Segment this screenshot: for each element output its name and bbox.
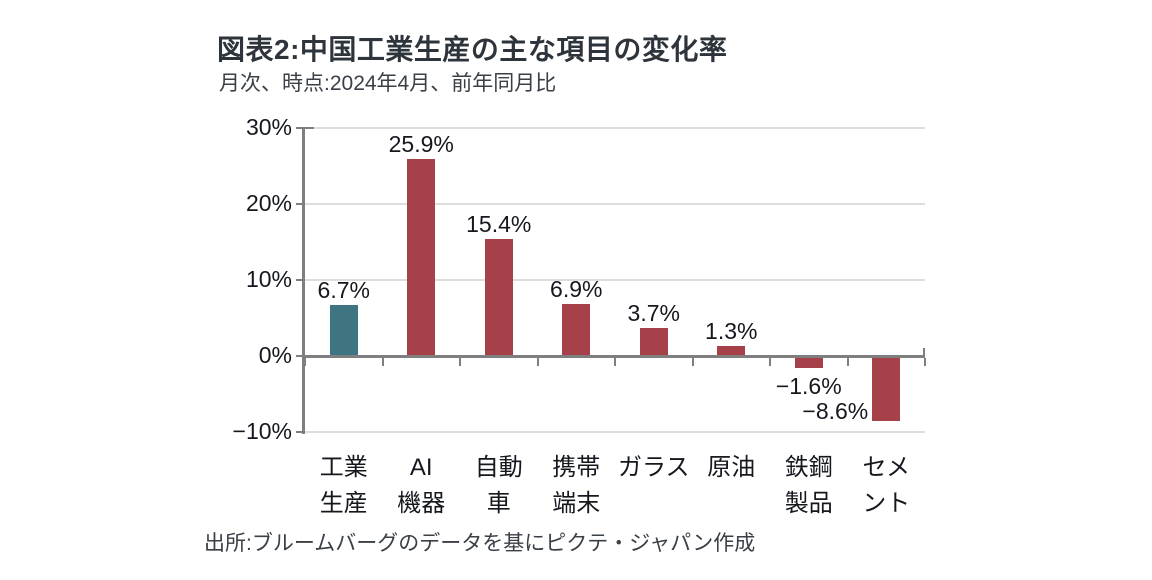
x-category-label: 携帯 端末 [552, 454, 601, 517]
y-axis-tick [296, 203, 305, 205]
bar-value-label: −1.6% [775, 373, 842, 400]
y-axis-tick-label: 0% [258, 342, 292, 368]
chart-title: 図表2:中国工業生産の主な項目の変化率 [217, 34, 728, 65]
y-axis-tick [296, 431, 305, 433]
source-note: 出所:ブルームバーグのデータを基にピクテ・ジャパン作成 [204, 532, 756, 555]
x-category-label: ガラス [617, 454, 690, 481]
gridline [305, 203, 925, 205]
bar-携帯端末 [562, 303, 591, 356]
bar-原油 [717, 346, 746, 356]
bar-セメント [872, 356, 901, 422]
bar-自動車 [484, 238, 513, 356]
bar-value-label: 3.7% [627, 299, 680, 326]
gridline [305, 127, 925, 129]
bar-AI機器 [407, 159, 436, 356]
y-axis-tick [296, 279, 305, 281]
bar-value-label: −8.6% [802, 398, 869, 425]
x-category-label: セメ ント [862, 454, 911, 517]
gridline [305, 431, 925, 433]
x-axis-tick [382, 358, 384, 366]
y-axis-tick-label: 10% [245, 266, 292, 292]
x-axis-tick [614, 358, 616, 366]
bar-value-label: 6.7% [317, 277, 370, 304]
bar-value-label: 6.9% [550, 275, 603, 302]
y-axis-line [302, 127, 305, 434]
x-category-label: 工業 生産 [319, 454, 368, 517]
x-axis-tick [537, 358, 539, 366]
y-axis-tick [296, 127, 305, 129]
gridline [305, 279, 925, 281]
x-axis-tick [304, 358, 306, 366]
x-category-label: 原油 [707, 454, 756, 481]
bar-value-label: 15.4% [466, 210, 532, 237]
x-axis-tick [924, 358, 926, 366]
y-axis-tick-label: −10% [232, 418, 292, 444]
x-axis-tick [459, 358, 461, 366]
y-axis-tick-label: 30% [245, 114, 292, 140]
x-axis-tick [847, 358, 849, 366]
chart-subtitle: 月次、時点:2024年4月、前年同月比 [219, 72, 557, 95]
x-category-label: AI 機器 [397, 454, 446, 517]
bar-value-label: 1.3% [705, 318, 758, 345]
x-axis-end-tick [923, 348, 925, 357]
x-axis-tick [769, 358, 771, 366]
bar-工業生産 [329, 305, 358, 356]
x-category-label: 鉄鋼 製品 [784, 454, 833, 517]
x-category-label: 自動 車 [474, 454, 523, 517]
x-axis-tick [692, 358, 694, 366]
plot-area [302, 127, 926, 434]
bar-ガラス [639, 327, 668, 356]
x-axis-zero-line [305, 355, 925, 358]
y-axis-tick [296, 355, 305, 357]
bar-鉄鋼製品 [794, 356, 823, 369]
bar-value-label: 25.9% [388, 131, 454, 158]
y-axis-cap-tick [305, 127, 314, 129]
y-axis-tick-label: 20% [245, 190, 292, 216]
